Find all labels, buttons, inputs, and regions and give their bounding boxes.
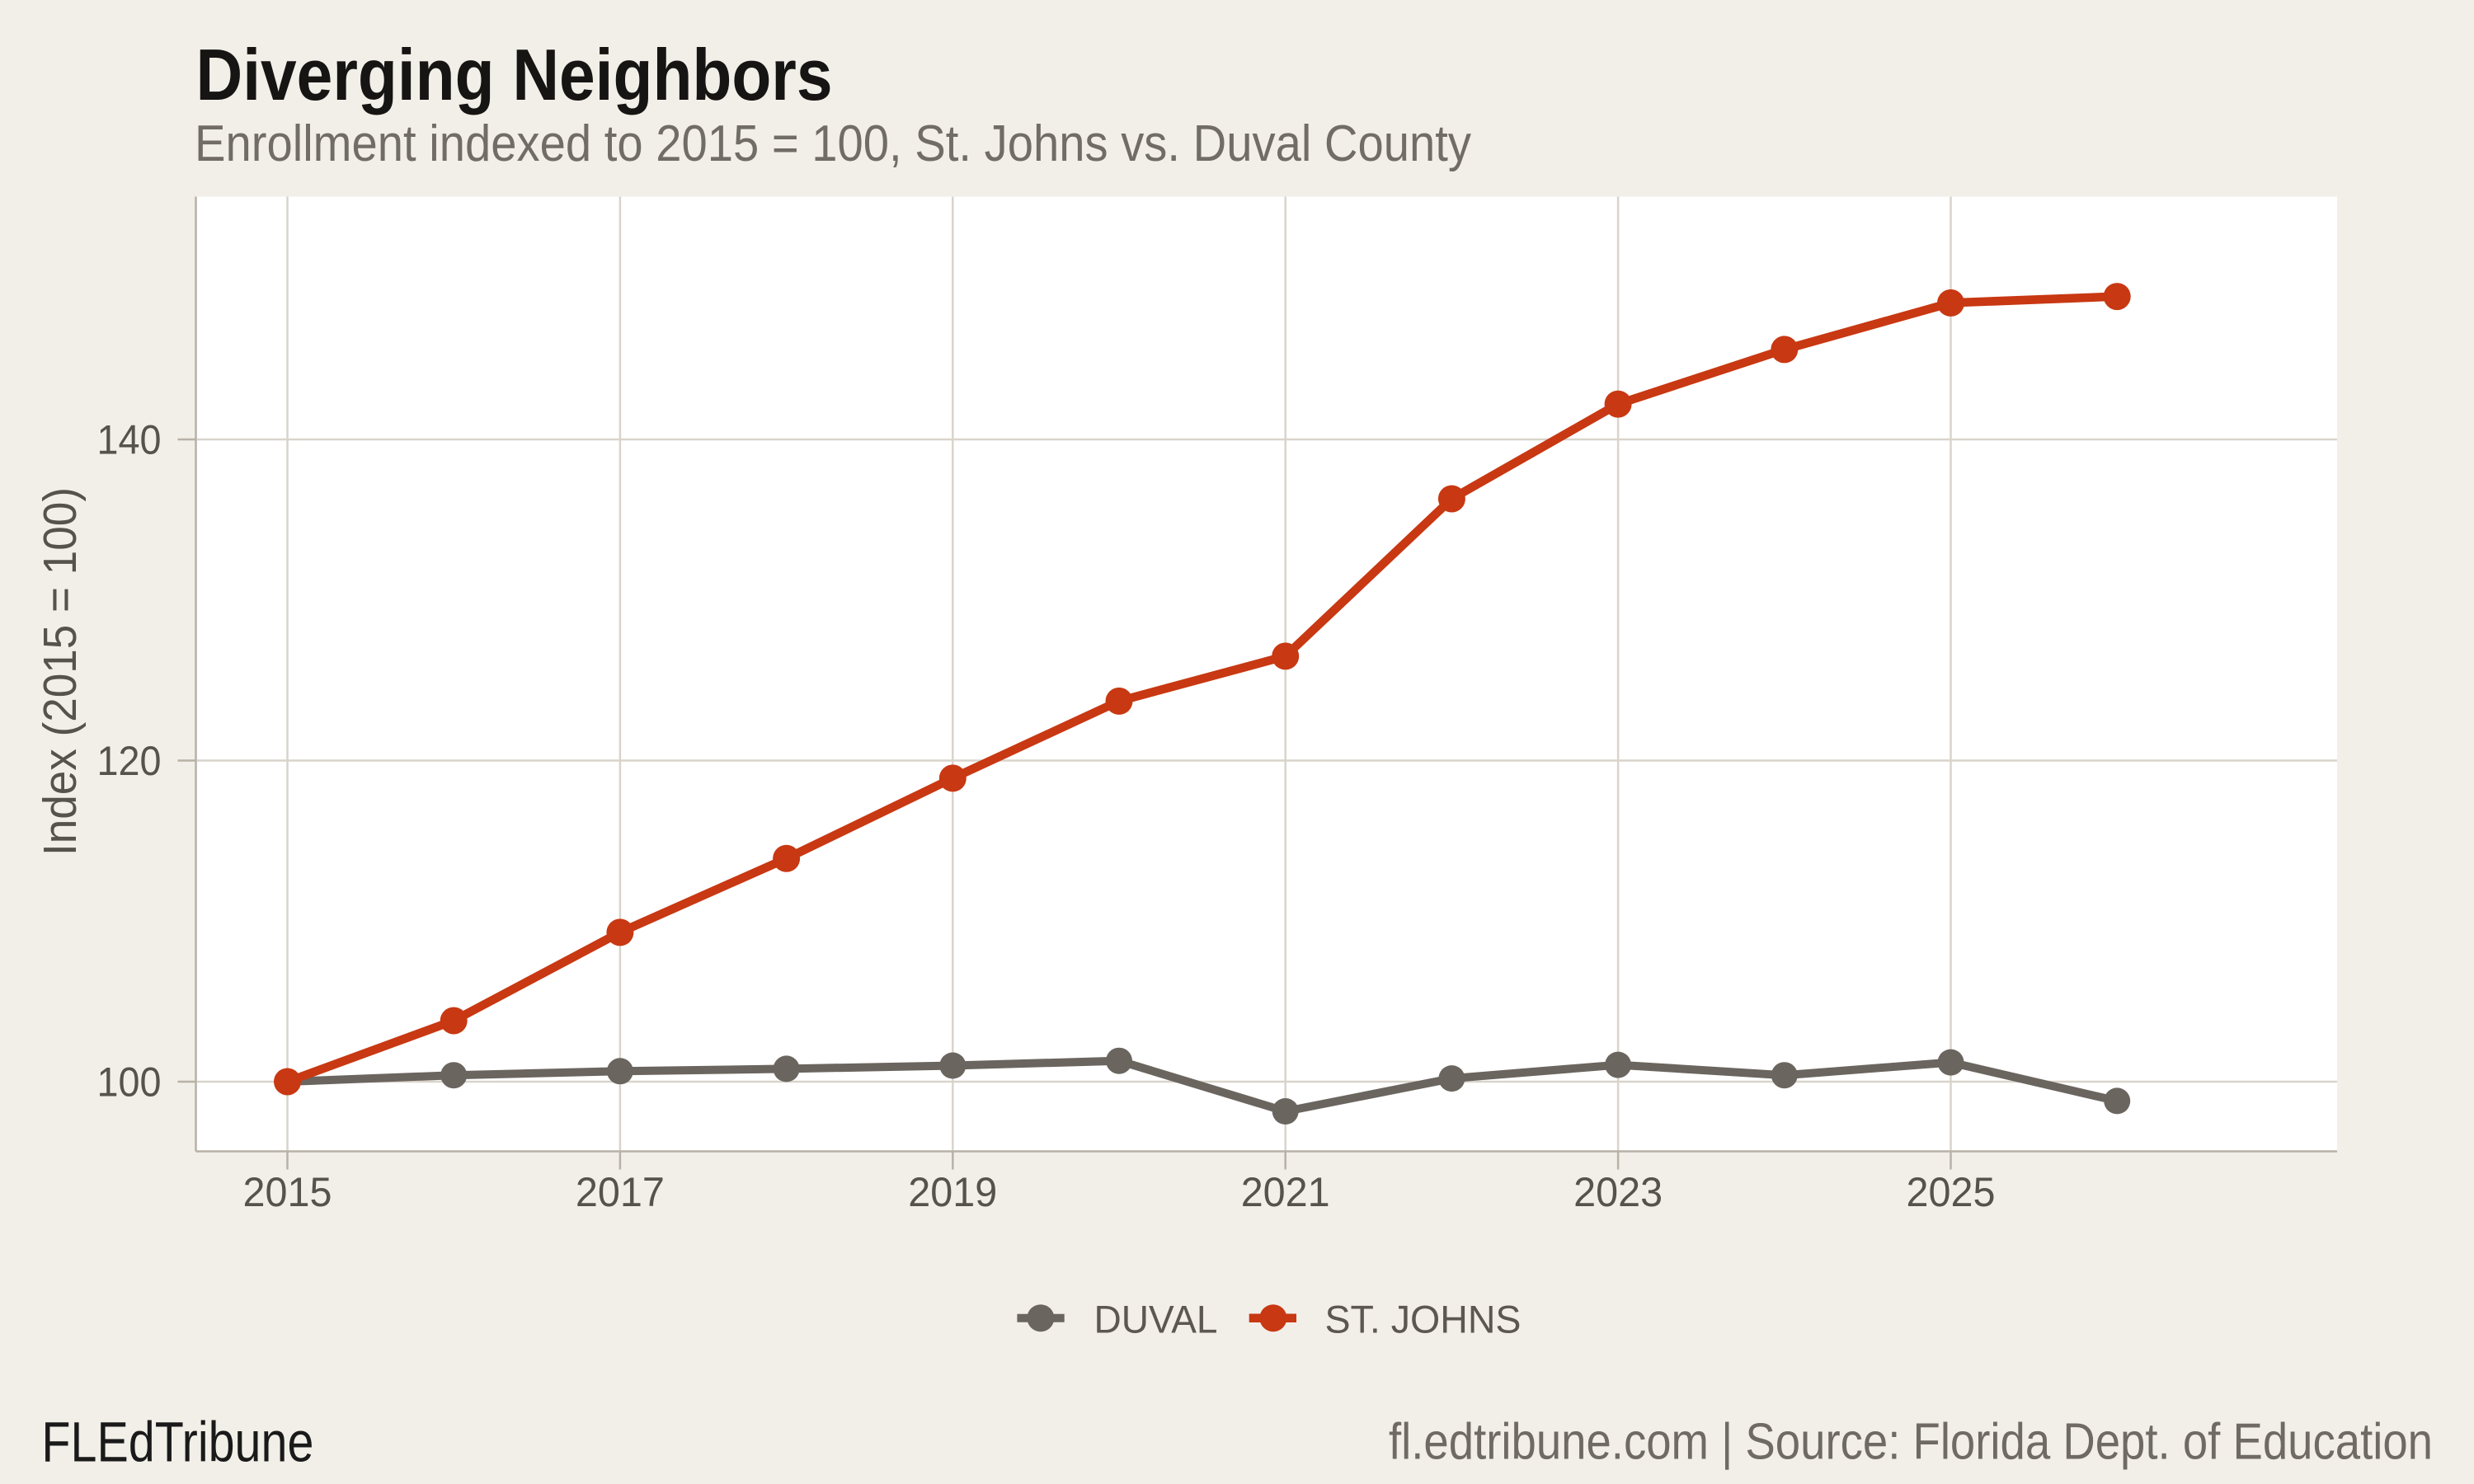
svg-text:Index (2015 = 100): Index (2015 = 100) — [34, 487, 87, 856]
svg-text:DUVAL: DUVAL — [1094, 1297, 1218, 1341]
svg-text:140: 140 — [97, 417, 162, 463]
svg-text:100: 100 — [97, 1059, 162, 1106]
svg-text:2023: 2023 — [1573, 1169, 1663, 1215]
svg-text:Enrollment indexed to 2015 = 1: Enrollment indexed to 2015 = 100, St. Jo… — [195, 115, 1471, 172]
svg-text:120: 120 — [97, 738, 162, 784]
svg-text:2017: 2017 — [576, 1169, 665, 1215]
svg-text:2021: 2021 — [1241, 1169, 1330, 1215]
svg-text:2019: 2019 — [908, 1169, 997, 1215]
svg-text:2025: 2025 — [1907, 1169, 1996, 1215]
svg-text:ST. JOHNS: ST. JOHNS — [1325, 1297, 1522, 1341]
svg-text:2015: 2015 — [243, 1169, 332, 1215]
svg-text:fl.edtribune.com | Source: Flo: fl.edtribune.com | Source: Florida Dept.… — [1389, 1414, 2433, 1471]
svg-text:Diverging Neighbors: Diverging Neighbors — [196, 34, 833, 115]
svg-text:FLEdTribune: FLEdTribune — [41, 1411, 313, 1474]
